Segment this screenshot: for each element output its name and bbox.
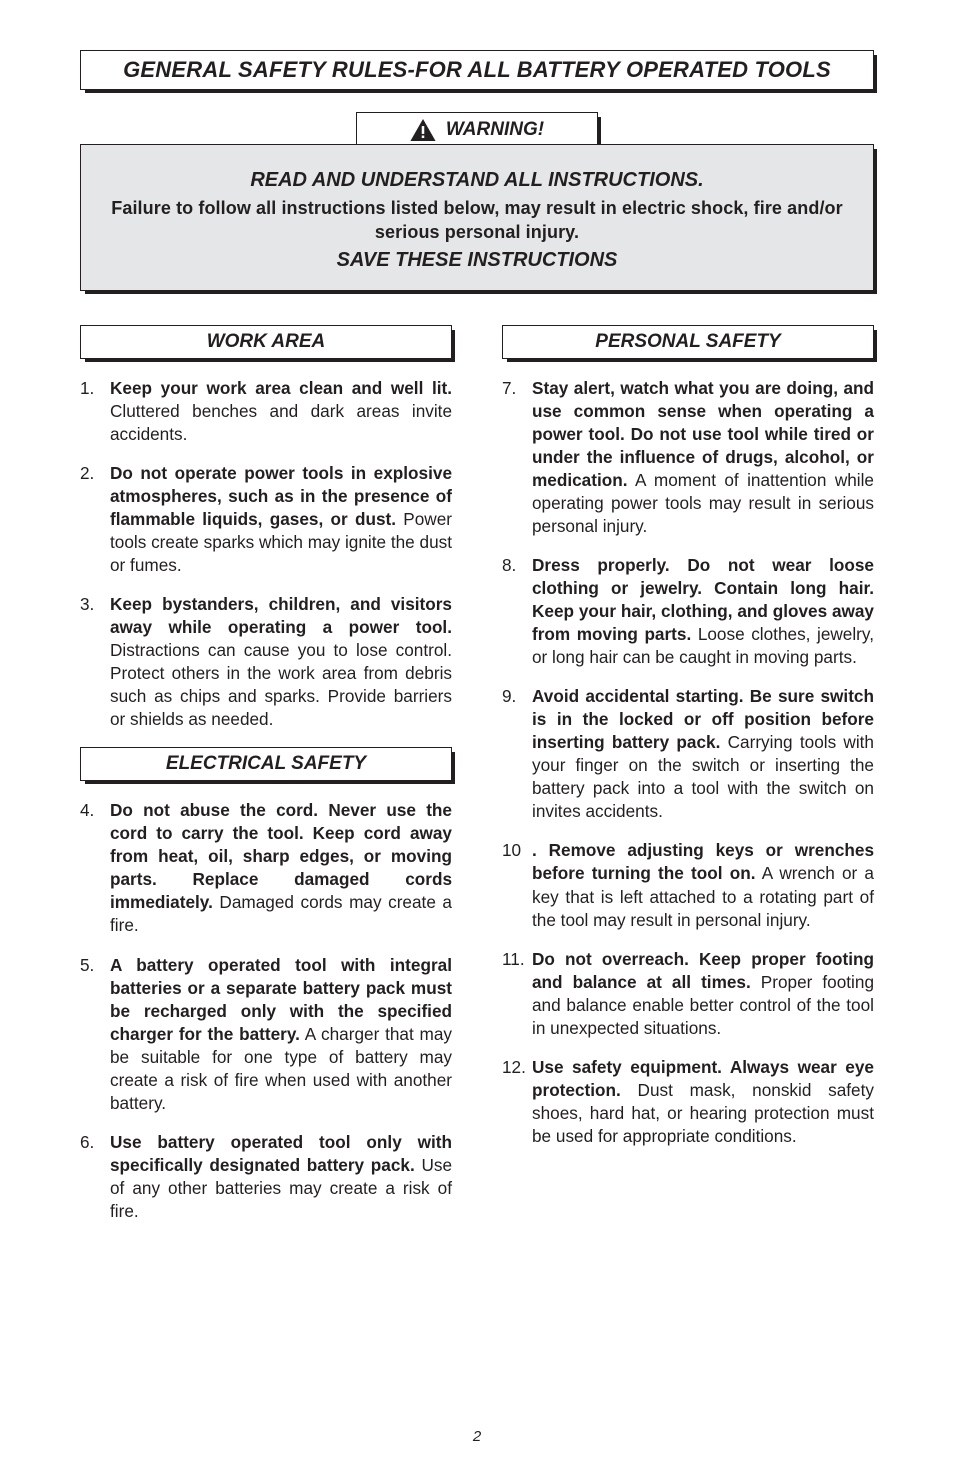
list-text: Stay alert, watch what you are doing, an… <box>532 377 874 538</box>
list-text: Dress properly. Do not wear loose clothi… <box>532 554 874 669</box>
bold-span: Use battery operated tool only with spec… <box>110 1132 452 1175</box>
top-title-box: GENERAL SAFETY RULES-FOR ALL BATTERY OPE… <box>80 50 874 90</box>
rest-span: Distractions can cause you to lose contr… <box>110 640 452 729</box>
list-item: 8. Dress properly. Do not wear loose clo… <box>502 554 874 669</box>
list-number: 2. <box>80 462 110 577</box>
rest-span: Cluttered benches and dark areas invite … <box>110 401 452 444</box>
list-item: 10 . Remove adjusting keys or wrenches b… <box>502 839 874 931</box>
personal-safety-heading: PERSONAL SAFETY <box>502 325 874 359</box>
list-item: 1. Keep your work area clean and well li… <box>80 377 452 446</box>
personal-safety-list: 7. Stay alert, watch what you are doing,… <box>502 377 874 1148</box>
warning-label: WARNING! <box>446 119 544 141</box>
list-text: Do not overreach. Keep proper footing an… <box>532 948 874 1040</box>
electrical-safety-heading: ELECTRICAL SAFETY <box>80 747 452 781</box>
grey-save: SAVE THESE INSTRUCTIONS <box>111 249 843 272</box>
columns: WORK AREA 1. Keep your work area clean a… <box>80 325 874 1239</box>
list-number: 4. <box>80 799 110 937</box>
list-number: 6. <box>80 1131 110 1223</box>
top-title: GENERAL SAFETY RULES-FOR ALL BATTERY OPE… <box>91 57 863 83</box>
bold-span: Keep bystanders, children, and visitors … <box>110 594 452 637</box>
list-text: Do not abuse the cord. Never use the cor… <box>110 799 452 937</box>
bold-span: Keep your work area clean and well lit. <box>110 378 452 398</box>
list-text: Avoid accidental starting. Be sure switc… <box>532 685 874 823</box>
electrical-safety-list: 4. Do not abuse the cord. Never use the … <box>80 799 452 1223</box>
list-number: 1. <box>80 377 110 446</box>
work-area-list: 1. Keep your work area clean and well li… <box>80 377 452 732</box>
list-item: 6. Use battery operated tool only with s… <box>80 1131 452 1223</box>
page-number: 2 <box>0 1428 954 1445</box>
list-item: 5. A battery operated tool with integral… <box>80 954 452 1115</box>
list-text: Use battery operated tool only with spec… <box>110 1131 452 1223</box>
list-item: 4. Do not abuse the cord. Never use the … <box>80 799 452 937</box>
list-item: 12. Use safety equipment. Always wear ey… <box>502 1056 874 1148</box>
grey-title: READ AND UNDERSTAND ALL INSTRUCTIONS. <box>111 169 843 192</box>
list-number: 10 <box>502 839 532 931</box>
list-number: 3. <box>80 593 110 731</box>
list-number: 11. <box>502 948 532 1040</box>
list-text: Keep bystanders, children, and visitors … <box>110 593 452 731</box>
warning-triangle-icon <box>410 119 436 141</box>
list-text: . Remove adjusting keys or wrenches befo… <box>532 839 874 931</box>
list-number: 5. <box>80 954 110 1115</box>
list-item: 9. Avoid accidental starting. Be sure sw… <box>502 685 874 823</box>
list-text: A battery operated tool with integral ba… <box>110 954 452 1115</box>
list-number: 9. <box>502 685 532 823</box>
work-area-heading: WORK AREA <box>80 325 452 359</box>
warning-pill: WARNING! <box>356 112 598 148</box>
grey-body: Failure to follow all instructions liste… <box>111 196 843 245</box>
list-number: 7. <box>502 377 532 538</box>
list-item: 11. Do not overreach. Keep proper footin… <box>502 948 874 1040</box>
grey-band: READ AND UNDERSTAND ALL INSTRUCTIONS. Fa… <box>80 144 874 291</box>
list-text: Do not operate power tools in explosive … <box>110 462 452 577</box>
list-number: 12. <box>502 1056 532 1148</box>
right-column: PERSONAL SAFETY 7. Stay alert, watch wha… <box>502 325 874 1239</box>
list-text: Use safety equipment. Always wear eye pr… <box>532 1056 874 1148</box>
list-text: Keep your work area clean and well lit. … <box>110 377 452 446</box>
warning-wrap: WARNING! READ AND UNDERSTAND ALL INSTRUC… <box>80 112 874 291</box>
list-item: 3. Keep bystanders, children, and visito… <box>80 593 452 731</box>
list-number: 8. <box>502 554 532 669</box>
list-item: 2. Do not operate power tools in explosi… <box>80 462 452 577</box>
list-item: 7. Stay alert, watch what you are doing,… <box>502 377 874 538</box>
left-column: WORK AREA 1. Keep your work area clean a… <box>80 325 452 1239</box>
page: GENERAL SAFETY RULES-FOR ALL BATTERY OPE… <box>0 0 954 1475</box>
